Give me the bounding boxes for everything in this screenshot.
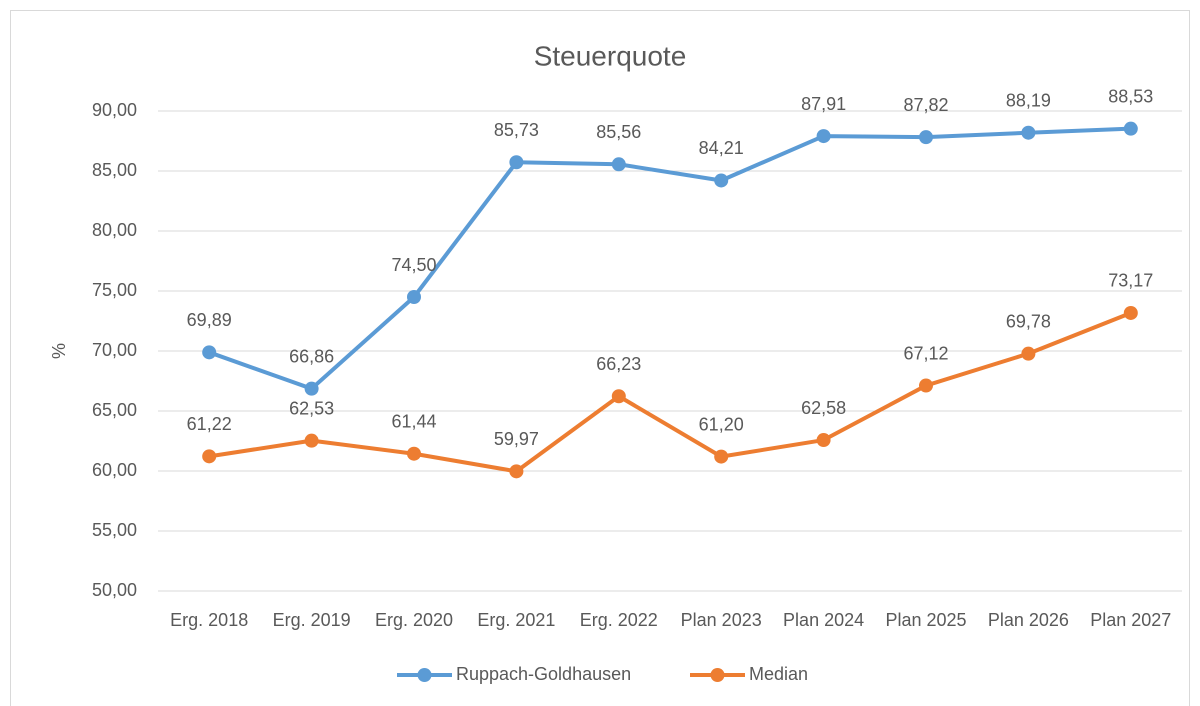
data-label: 62,53 (289, 398, 334, 418)
data-point (611, 157, 626, 172)
y-tick-label: 60,00 (92, 460, 137, 480)
data-label: 84,21 (699, 138, 744, 158)
data-point (304, 433, 319, 448)
data-point (816, 129, 831, 144)
data-label: 59,97 (494, 429, 539, 449)
data-point (919, 130, 933, 145)
data-label: 67,12 (903, 343, 948, 363)
data-label: 61,20 (699, 414, 744, 434)
x-tick-label: Plan 2026 (988, 610, 1069, 630)
data-point (509, 464, 524, 479)
legend-marker (710, 668, 725, 682)
data-label: 88,19 (1006, 90, 1051, 110)
data-label: 62,58 (801, 398, 846, 418)
x-tick-label: Plan 2024 (783, 610, 864, 630)
data-label: 66,86 (289, 346, 334, 366)
data-label: 85,73 (494, 120, 539, 140)
series-line (208, 126, 1131, 391)
x-tick-label: Erg. 2020 (375, 610, 453, 630)
y-tick-label: 90,00 (92, 100, 137, 120)
data-point (509, 155, 524, 170)
data-label: 87,82 (903, 95, 948, 115)
data-label: 85,56 (596, 122, 641, 142)
data-label: 73,17 (1108, 271, 1153, 291)
y-tick-label: 55,00 (92, 520, 137, 540)
data-point (816, 433, 831, 448)
data-point (1123, 305, 1138, 320)
x-tick-label: Erg. 2018 (170, 610, 248, 630)
data-point (202, 345, 217, 360)
data-point (714, 173, 729, 188)
y-tick-label: 75,00 (92, 280, 137, 300)
data-point (1021, 125, 1036, 140)
data-point (611, 389, 626, 404)
data-point (202, 449, 217, 464)
x-tick-label: Erg. 2022 (580, 610, 658, 630)
legend-label: Ruppach-Goldhausen (456, 664, 631, 684)
x-tick-label: Erg. 2019 (273, 610, 351, 630)
data-label: 61,22 (187, 414, 232, 434)
data-label: 74,50 (391, 255, 436, 275)
x-tick-label: Plan 2025 (885, 610, 966, 630)
data-point (304, 381, 319, 396)
data-label: 87,91 (801, 94, 846, 114)
y-tick-label: 50,00 (92, 580, 137, 600)
legend-label: Median (749, 664, 808, 684)
legend-marker (417, 668, 432, 682)
data-label: 66,23 (596, 354, 641, 374)
data-point (407, 446, 421, 461)
series-line (208, 311, 1132, 474)
y-tick-label: 80,00 (92, 220, 137, 240)
data-label: 69,89 (187, 310, 232, 330)
data-point (407, 290, 421, 304)
data-point (1123, 121, 1138, 136)
data-point (1021, 346, 1036, 361)
data-label: 69,78 (1006, 311, 1051, 331)
y-tick-label: 85,00 (92, 160, 137, 180)
x-tick-label: Plan 2027 (1090, 610, 1171, 630)
y-tick-label: 70,00 (92, 340, 137, 360)
data-label: 88,53 (1108, 86, 1153, 106)
x-tick-label: Erg. 2021 (477, 610, 555, 630)
y-tick-label: 65,00 (92, 400, 137, 420)
y-axis-label: % (49, 343, 69, 359)
x-tick-label: Plan 2023 (681, 610, 762, 630)
data-point (714, 449, 729, 464)
data-label: 61,44 (391, 411, 436, 431)
data-point (919, 378, 933, 393)
chart-title: Steuerquote (534, 40, 687, 71)
